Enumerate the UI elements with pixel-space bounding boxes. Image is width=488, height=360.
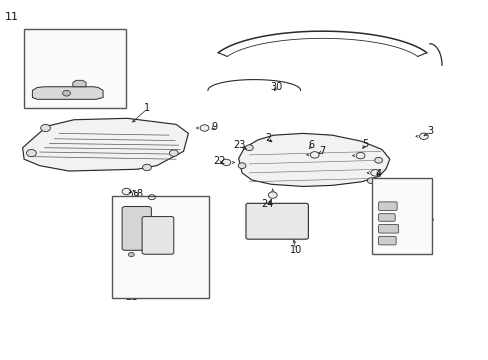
Text: 28: 28 [127,192,139,202]
Circle shape [128,252,134,257]
Polygon shape [22,118,188,171]
Circle shape [62,90,70,96]
Circle shape [26,149,36,157]
Text: 6: 6 [308,140,314,150]
Text: 13: 13 [80,40,92,49]
Circle shape [419,133,427,139]
Circle shape [169,150,178,156]
FancyBboxPatch shape [378,236,395,245]
Circle shape [268,192,277,198]
Circle shape [222,159,230,166]
Text: 30: 30 [269,82,282,92]
Text: 3: 3 [427,126,433,135]
Text: 11: 11 [4,12,19,22]
Circle shape [122,188,131,195]
Text: 8: 8 [136,189,142,199]
Polygon shape [32,87,103,99]
Bar [112,196,209,298]
Text: 29: 29 [120,212,132,221]
Text: 12: 12 [31,51,43,61]
Polygon shape [73,80,86,87]
Circle shape [370,170,379,176]
Circle shape [366,178,374,184]
Text: 24: 24 [261,199,274,210]
Text: 22: 22 [212,156,225,166]
Text: 10: 10 [289,245,301,255]
FancyBboxPatch shape [142,217,173,254]
FancyBboxPatch shape [122,207,151,250]
Bar [371,178,431,253]
Text: 26: 26 [158,255,170,265]
Text: 15: 15 [66,40,79,49]
Text: 21: 21 [125,292,137,302]
Circle shape [374,157,382,163]
Circle shape [41,125,50,132]
Text: 20: 20 [385,231,397,240]
Text: 17: 17 [384,195,396,205]
Text: 25: 25 [167,260,180,270]
Text: 2: 2 [264,133,270,143]
Text: 7: 7 [319,145,325,156]
Circle shape [310,152,319,158]
Text: 16: 16 [422,214,434,224]
FancyBboxPatch shape [378,225,398,233]
Text: 18: 18 [386,207,399,217]
Circle shape [142,164,151,171]
FancyBboxPatch shape [378,202,396,211]
Text: 4: 4 [375,168,381,179]
Text: 19: 19 [388,219,400,229]
Circle shape [200,125,208,131]
Circle shape [238,163,245,168]
FancyBboxPatch shape [378,214,394,221]
Circle shape [245,145,253,150]
Bar [24,30,126,108]
Text: 23: 23 [233,140,245,150]
Text: 27: 27 [135,253,147,263]
Text: 5: 5 [362,139,368,149]
Text: 1: 1 [143,103,150,113]
FancyBboxPatch shape [245,203,308,239]
Text: 14: 14 [97,45,109,55]
Polygon shape [238,134,389,186]
Text: 9: 9 [211,122,217,132]
Circle shape [355,152,364,159]
